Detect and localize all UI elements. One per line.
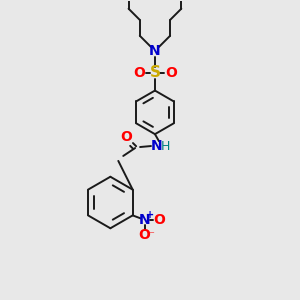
Text: O: O	[139, 228, 151, 242]
Text: H: H	[161, 140, 170, 152]
Text: O: O	[154, 213, 165, 227]
Text: O: O	[165, 66, 177, 80]
Text: N: N	[151, 139, 163, 153]
Text: +: +	[146, 210, 154, 220]
Text: ⁻: ⁻	[148, 230, 154, 240]
Text: N: N	[139, 213, 150, 227]
Text: S: S	[149, 65, 161, 80]
Text: O: O	[133, 66, 145, 80]
Text: N: N	[149, 44, 161, 58]
Text: O: O	[120, 130, 132, 144]
